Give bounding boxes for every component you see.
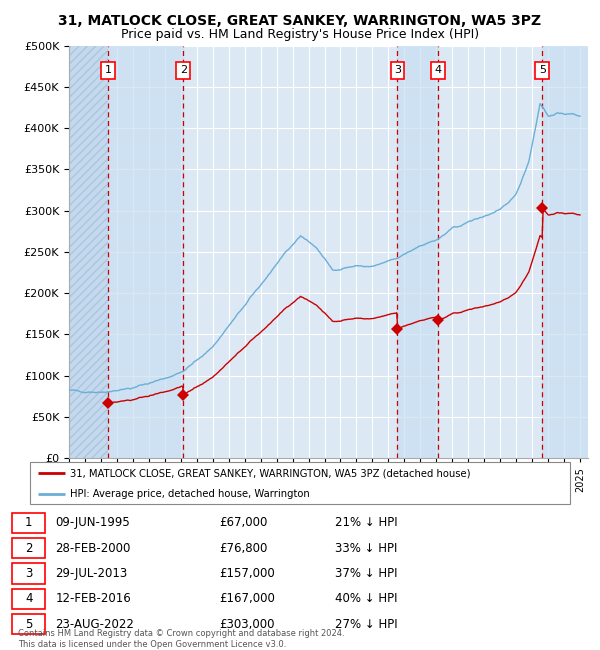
Text: 23-AUG-2022: 23-AUG-2022: [55, 618, 134, 630]
Text: 37% ↓ HPI: 37% ↓ HPI: [335, 567, 397, 580]
Bar: [108, 46, 184, 458]
Text: 4: 4: [25, 593, 32, 606]
Text: 31, MATLOCK CLOSE, GREAT SANKEY, WARRINGTON, WA5 3PZ: 31, MATLOCK CLOSE, GREAT SANKEY, WARRING…: [58, 14, 542, 29]
Text: 40% ↓ HPI: 40% ↓ HPI: [335, 593, 397, 606]
Bar: [542, 46, 588, 458]
Bar: [397, 46, 438, 458]
Text: 2: 2: [180, 65, 187, 75]
FancyBboxPatch shape: [12, 513, 46, 533]
Text: 21% ↓ HPI: 21% ↓ HPI: [335, 516, 397, 529]
Text: 1: 1: [104, 65, 112, 75]
FancyBboxPatch shape: [30, 462, 570, 504]
Text: HPI: Average price, detached house, Warrington: HPI: Average price, detached house, Warr…: [71, 489, 310, 499]
Text: 29-JUL-2013: 29-JUL-2013: [55, 567, 127, 580]
Text: £167,000: £167,000: [220, 593, 275, 606]
Text: 5: 5: [539, 65, 546, 75]
Text: 5: 5: [25, 618, 32, 630]
Bar: [69, 46, 108, 458]
Text: 2: 2: [25, 542, 32, 555]
Text: 3: 3: [394, 65, 401, 75]
Text: 4: 4: [434, 65, 442, 75]
Text: £76,800: £76,800: [220, 542, 268, 555]
Text: Contains HM Land Registry data © Crown copyright and database right 2024.
This d: Contains HM Land Registry data © Crown c…: [18, 629, 344, 649]
Text: 3: 3: [25, 567, 32, 580]
FancyBboxPatch shape: [12, 538, 46, 558]
Text: 31, MATLOCK CLOSE, GREAT SANKEY, WARRINGTON, WA5 3PZ (detached house): 31, MATLOCK CLOSE, GREAT SANKEY, WARRING…: [71, 469, 471, 478]
Text: 28-FEB-2000: 28-FEB-2000: [55, 542, 131, 555]
FancyBboxPatch shape: [12, 589, 46, 609]
FancyBboxPatch shape: [12, 564, 46, 584]
Text: 27% ↓ HPI: 27% ↓ HPI: [335, 618, 397, 630]
Text: £67,000: £67,000: [220, 516, 268, 529]
Text: 33% ↓ HPI: 33% ↓ HPI: [335, 542, 397, 555]
Text: Price paid vs. HM Land Registry's House Price Index (HPI): Price paid vs. HM Land Registry's House …: [121, 28, 479, 41]
Text: 12-FEB-2016: 12-FEB-2016: [55, 593, 131, 606]
FancyBboxPatch shape: [12, 614, 46, 634]
Text: £303,000: £303,000: [220, 618, 275, 630]
Text: £157,000: £157,000: [220, 567, 275, 580]
Text: 1: 1: [25, 516, 32, 529]
Text: 09-JUN-1995: 09-JUN-1995: [55, 516, 130, 529]
